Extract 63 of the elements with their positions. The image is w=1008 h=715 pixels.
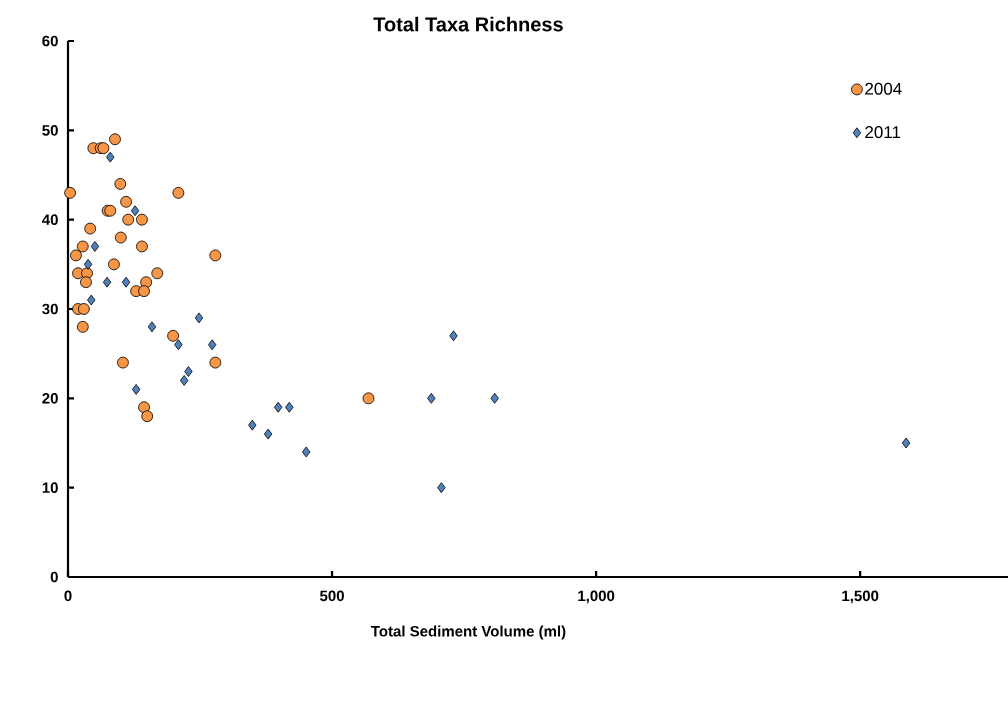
point xyxy=(76,240,89,253)
y-tick-label: 50 xyxy=(42,125,58,136)
point xyxy=(87,294,96,306)
point xyxy=(138,285,150,298)
y-tick-label: 60 xyxy=(42,35,58,47)
point xyxy=(184,366,193,377)
x-tick-label: 1,500 xyxy=(842,590,879,604)
point xyxy=(449,330,458,342)
point xyxy=(285,401,294,413)
point xyxy=(109,133,121,146)
x-tick-label: 500 xyxy=(319,590,344,602)
point xyxy=(209,356,222,369)
point xyxy=(248,419,257,431)
y-tick-label: 20 xyxy=(42,393,58,404)
point xyxy=(136,240,148,253)
point xyxy=(362,392,375,405)
chart-title: Total Taxa Richness xyxy=(373,16,563,32)
point xyxy=(167,329,179,342)
point xyxy=(90,241,100,252)
point xyxy=(120,195,132,208)
point xyxy=(80,276,92,289)
point xyxy=(64,186,77,199)
legend-label: 2004 xyxy=(865,82,902,95)
point xyxy=(437,482,446,494)
point xyxy=(130,205,140,217)
point xyxy=(102,276,112,288)
point xyxy=(180,375,189,386)
point xyxy=(274,401,283,413)
point xyxy=(490,392,499,404)
point xyxy=(131,384,141,395)
point xyxy=(83,258,93,270)
point xyxy=(76,320,89,333)
x-tick-label: 0 xyxy=(64,590,72,602)
point xyxy=(70,249,82,262)
point xyxy=(117,356,129,369)
point xyxy=(84,222,97,235)
point xyxy=(208,339,217,351)
point xyxy=(174,339,183,351)
point xyxy=(901,437,911,449)
point xyxy=(151,267,164,280)
y-tick-label: 0 xyxy=(50,571,58,583)
point xyxy=(121,276,131,288)
x-axis-title: Total Sediment Volume (ml) xyxy=(370,625,566,640)
point xyxy=(114,178,127,190)
legend-label: 2011 xyxy=(865,126,901,139)
point xyxy=(122,213,135,226)
point xyxy=(114,231,127,244)
point xyxy=(172,186,185,199)
point xyxy=(209,249,222,262)
point xyxy=(106,151,115,163)
point xyxy=(77,303,90,315)
point xyxy=(264,428,273,440)
point xyxy=(194,312,204,324)
point xyxy=(136,213,148,226)
point xyxy=(147,321,157,333)
y-tick-label: 30 xyxy=(42,303,58,315)
y-tick-label: 10 xyxy=(42,482,58,493)
point xyxy=(108,258,120,271)
y-tick-label: 40 xyxy=(42,214,58,225)
point xyxy=(427,392,436,404)
x-tick-label: 1,000 xyxy=(578,590,615,604)
point xyxy=(302,446,311,458)
point xyxy=(141,410,154,423)
